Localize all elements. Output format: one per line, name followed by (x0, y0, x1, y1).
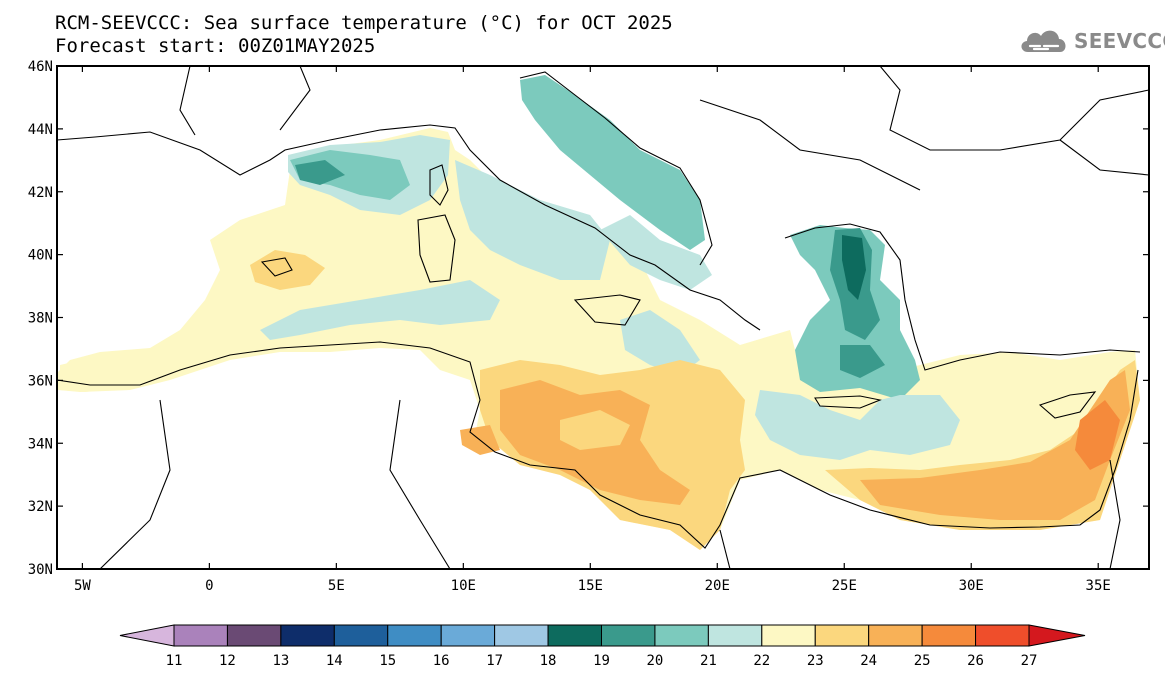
colorbar-label: 18 (540, 653, 557, 669)
seevccc-logo: SEEVCCC (1018, 24, 1165, 58)
colorbar-swatch (440, 624, 496, 647)
lon-tick-label: 5W (74, 578, 91, 594)
logo-text: SEEVCCC (1074, 29, 1165, 53)
colorbar-swatch (814, 624, 870, 647)
colorbar-label: 20 (647, 653, 664, 669)
colorbar-swatch (921, 624, 977, 647)
forecast-start-label: Forecast start: 00Z01MAY2025 (55, 35, 376, 57)
colorbar-label: 23 (807, 653, 824, 669)
colorbar-label: 11 (166, 653, 183, 669)
colorbar-label: 25 (914, 653, 931, 669)
colorbar-swatch (761, 624, 816, 647)
coastlines (57, 66, 1149, 569)
colorbar: 11 12 13 14 15 16 17 18 19 20 21 22 23 24 25 26 27 (119, 624, 1086, 669)
colorbar-label: 26 (967, 653, 984, 669)
lon-tick-label: 0 (205, 578, 213, 594)
cloud-icon (1021, 30, 1066, 52)
lat-tick-label: 42N (28, 185, 53, 201)
colorbar-arrow-high (1028, 624, 1086, 647)
colorbar-label: 22 (753, 653, 770, 669)
colorbar-arrow-low (119, 624, 175, 647)
lat-tick-label: 34N (28, 436, 53, 452)
lon-tick-label: 30E (959, 578, 984, 594)
lon-tick-label: 15E (578, 578, 603, 594)
lon-tick-label: 35E (1086, 578, 1111, 594)
lat-tick-label: 32N (28, 499, 53, 515)
lat-tick-label: 38N (28, 311, 53, 327)
lon-tick-label: 25E (832, 578, 857, 594)
colorbar-swatch (387, 624, 442, 647)
colorbar-label: 17 (486, 653, 503, 669)
colorbar-label: 15 (379, 653, 396, 669)
colorbar-label: 21 (700, 653, 717, 669)
colorbar-swatch (280, 624, 335, 647)
lon-tick-label: 20E (705, 578, 730, 594)
colorbar-swatch (333, 624, 389, 647)
colorbar-swatch (868, 624, 923, 647)
lat-tick-label: 36N (28, 373, 53, 389)
colorbar-label: 13 (272, 653, 289, 669)
colorbar-label: 12 (219, 653, 236, 669)
colorbar-swatch (547, 624, 602, 647)
colorbar-label: 24 (860, 653, 877, 669)
colorbar-swatch (975, 624, 1030, 647)
lat-tick-label: 30N (28, 562, 53, 578)
lat-tick-label: 46N (28, 59, 53, 75)
colorbar-label: 14 (326, 653, 343, 669)
colorbar-swatch (654, 624, 709, 647)
map-plot-area (57, 66, 1149, 569)
colorbar-label: 27 (1021, 653, 1038, 669)
map-title: RCM-SEEVCCC: Sea surface temperature (°C… (55, 12, 673, 34)
colorbar-swatch (226, 624, 282, 647)
colorbar-label: 16 (433, 653, 450, 669)
lat-tick-label: 44N (28, 122, 53, 138)
lat-tick-label: 40N (28, 248, 53, 264)
colorbar-label: 19 (593, 653, 610, 669)
lon-tick-label: 10E (451, 578, 476, 594)
colorbar-swatch (494, 624, 549, 647)
lon-tick-label: 5E (328, 578, 345, 594)
map-axes: 46N 44N 42N 40N 38N 36N 34N 32N 30N 5W 0 5E 10E 15E 20… (28, 59, 1149, 594)
colorbar-swatch (707, 624, 763, 647)
colorbar-swatch (601, 624, 656, 647)
colorbar-swatch (173, 624, 228, 647)
